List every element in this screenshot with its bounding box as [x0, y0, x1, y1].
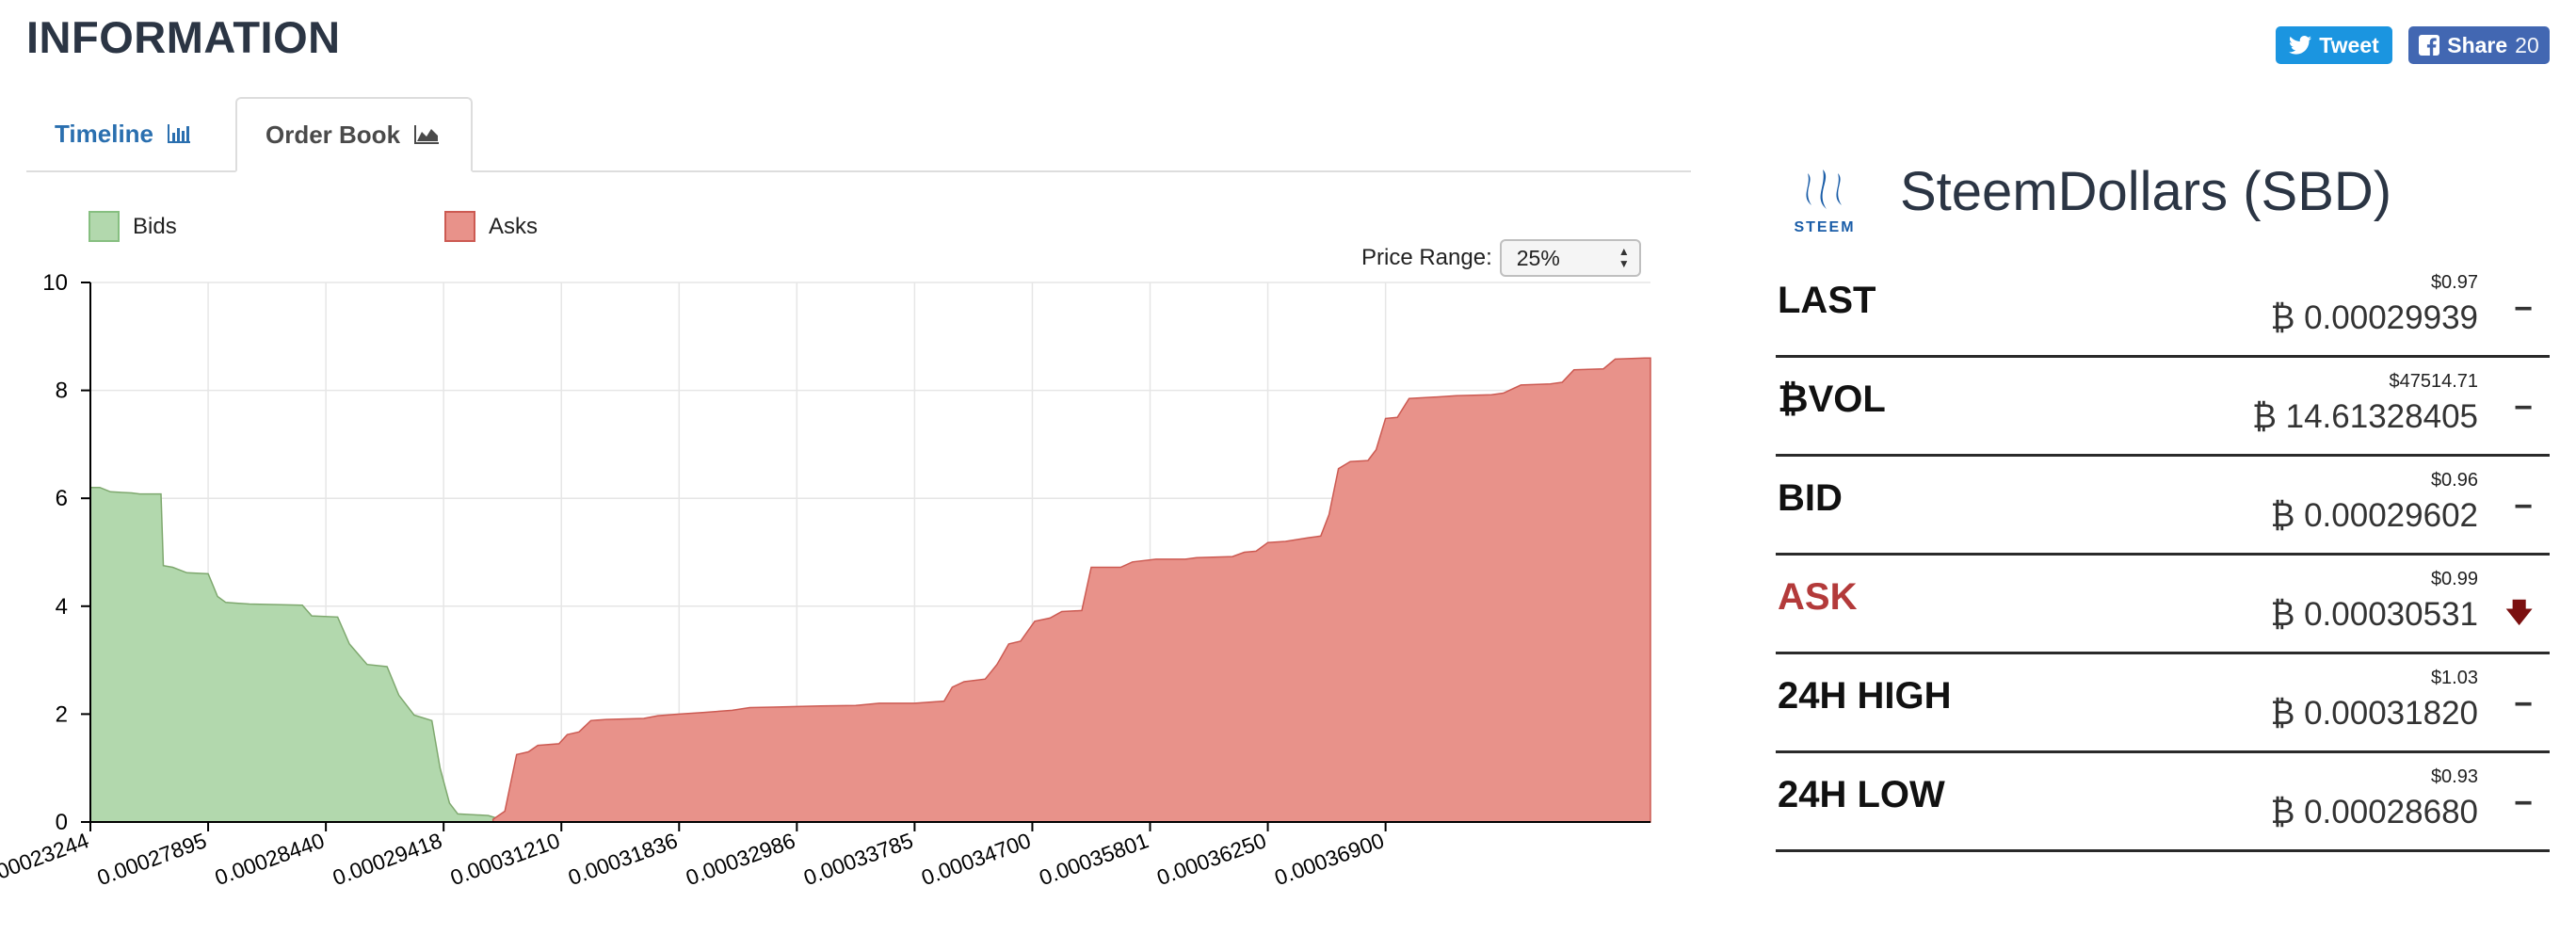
- legend-bids[interactable]: Bids: [89, 211, 177, 242]
- flat-dash-icon: −: [2514, 489, 2533, 524]
- steem-logo: STEEM: [1787, 168, 1862, 235]
- y-tick-label: 8: [56, 379, 68, 404]
- stat-btc-value: ₿ 0.00029602: [2270, 497, 2478, 534]
- stat-label: 24H LOW: [1778, 774, 1945, 815]
- tab-timeline[interactable]: Timeline: [55, 97, 191, 170]
- area-chart-icon: [414, 125, 440, 144]
- twitter-bird-icon: [2289, 36, 2312, 55]
- stat-label: 24H HIGH: [1778, 675, 1952, 717]
- legend-bids-label: Bids: [133, 213, 177, 239]
- legend-asks-label: Asks: [489, 213, 539, 239]
- page-title: INFORMATION: [26, 12, 341, 62]
- down-arrow-icon: 🡇: [2505, 598, 2533, 627]
- y-tick-label: 4: [56, 594, 68, 620]
- x-tick-label: 0.00029418: [330, 828, 445, 890]
- steem-logo-text: STEEM: [1794, 219, 1856, 235]
- tweet-button[interactable]: Tweet: [2276, 26, 2392, 64]
- tab-order-book[interactable]: Order Book: [235, 97, 473, 172]
- flat-dash-icon: −: [2514, 291, 2533, 327]
- stat-usd-value: $0.96: [2430, 470, 2478, 491]
- share-count: 20: [2515, 32, 2539, 57]
- stat-usd-value: $0.97: [2430, 272, 2478, 293]
- stat-row: ASK $0.99 ₿ 0.00030531 🡇: [1776, 556, 2550, 654]
- tweet-label: Tweet: [2319, 32, 2379, 57]
- stat-label: ASK: [1778, 576, 1858, 618]
- market-stats: LAST $0.97 ₿ 0.00029939− ₿VOL $47514.71 ₿ 14.…: [1776, 259, 2550, 852]
- facebook-icon: [2419, 35, 2440, 56]
- y-tick-label: 10: [42, 270, 68, 296]
- bar-chart-icon: [168, 124, 191, 143]
- coin-name: SteemDollars (SBD): [1900, 161, 2392, 222]
- stat-usd-value: $0.93: [2430, 766, 2478, 787]
- stat-row: 24H LOW $0.93 ₿ 0.00028680−: [1776, 753, 2550, 852]
- stat-btc-value: ₿ 14.61328405: [2251, 398, 2478, 435]
- steem-logo-icon: [1806, 169, 1842, 209]
- x-tick-label: 0.00031210: [447, 828, 563, 890]
- price-range: Price Range: 25% ▲ ▼: [1361, 239, 1641, 277]
- flat-dash-icon: −: [2514, 686, 2533, 722]
- series-area-bids: [89, 486, 501, 823]
- tab-timeline-label: Timeline: [55, 119, 154, 148]
- stat-label: ₿VOL: [1778, 379, 1886, 420]
- info-tabs: Timeline Order Book: [26, 97, 1691, 172]
- x-tick-label: 0.00028440: [212, 828, 328, 890]
- x-tick-label: 0.00031836: [565, 828, 681, 890]
- x-tick-label: 0.00027895: [94, 828, 210, 890]
- x-tick-label: 0.00036900: [1271, 828, 1387, 890]
- stat-row: ₿VOL $47514.71 ₿ 14.61328405−: [1776, 358, 2550, 457]
- x-tick-label: 0.00033785: [800, 828, 916, 890]
- y-tick-label: 6: [56, 486, 68, 511]
- stat-row: 24H HIGH $1.03 ₿ 0.00031820−: [1776, 654, 2550, 753]
- x-tick-label: 0.00034700: [918, 828, 1034, 890]
- legend-bids-swatch: [89, 211, 120, 242]
- flat-dash-icon: −: [2514, 390, 2533, 426]
- stat-usd-value: $1.03: [2430, 668, 2478, 688]
- share-label: Share: [2447, 32, 2508, 57]
- y-tick-label: 2: [56, 701, 68, 727]
- legend-asks-swatch: [444, 211, 475, 242]
- x-tick-label: 0.00036250: [1153, 828, 1269, 890]
- y-tick-label: 0: [56, 810, 68, 835]
- price-range-label: Price Range:: [1361, 245, 1492, 270]
- stat-row: LAST $0.97 ₿ 0.00029939−: [1776, 259, 2550, 358]
- stat-btc-value: ₿ 0.00031820: [2270, 695, 2478, 732]
- x-tick-label: 0.00023244: [0, 828, 92, 890]
- select-arrows-icon: ▲ ▼: [1618, 245, 1630, 270]
- x-tick-label: 0.00032986: [683, 828, 798, 890]
- stat-row: BID $0.96 ₿ 0.00029602 −: [1776, 457, 2550, 556]
- stat-label: BID: [1778, 477, 1843, 519]
- facebook-share-button[interactable]: Share 20: [2408, 26, 2550, 64]
- price-range-value: 25%: [1516, 245, 1560, 270]
- stat-btc-value: ₿ 0.00030531: [2270, 596, 2478, 633]
- stat-usd-value: $47514.71: [2389, 371, 2478, 392]
- series-area-asks: [491, 357, 1651, 823]
- stat-usd-value: $0.99: [2430, 569, 2478, 589]
- flat-dash-icon: −: [2514, 785, 2533, 821]
- x-tick-label: 0.00035801: [1036, 828, 1151, 890]
- tab-order-book-label: Order Book: [266, 120, 401, 149]
- stat-btc-value: ₿ 0.00028680: [2270, 794, 2478, 830]
- stat-btc-value: ₿ 0.00029939: [2270, 299, 2478, 336]
- stat-label: LAST: [1778, 280, 1876, 321]
- price-range-select[interactable]: 25% ▲ ▼: [1499, 239, 1641, 277]
- legend-asks[interactable]: Asks: [444, 211, 538, 242]
